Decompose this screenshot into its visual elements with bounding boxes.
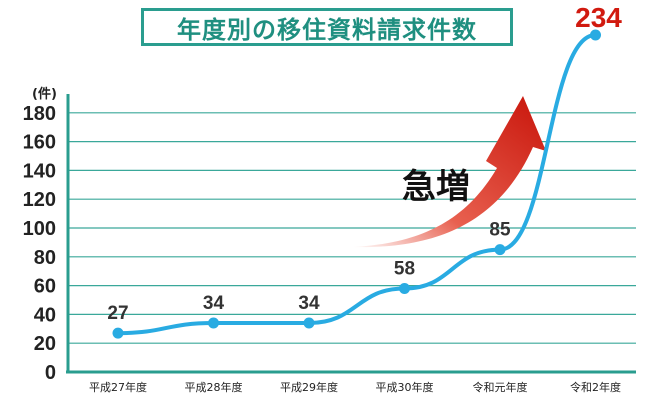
annotation-label: 急増 [402, 167, 470, 207]
y-tick-label: 60 [34, 276, 56, 298]
data-label: 234 [575, 2, 622, 33]
y-tick-label: 180 [23, 103, 56, 125]
data-label: 85 [489, 220, 511, 241]
data-point [112, 327, 124, 339]
chart-title: 年度別の移住資料請求件数 [177, 15, 477, 44]
data-point [399, 282, 410, 294]
x-tick-label: 平成29年度 [280, 380, 338, 394]
data-point [590, 29, 601, 41]
x-tick-label: 平成28年度 [185, 380, 243, 394]
data-point [494, 244, 506, 256]
data-point [303, 317, 315, 329]
y-tick-label: 160 [23, 132, 56, 154]
y-tick-label: 120 [23, 189, 56, 211]
data-label: 34 [298, 293, 320, 314]
x-tick-label: 令和元年度 [473, 380, 528, 394]
x-tick-label: 平成30年度 [376, 380, 434, 394]
x-tick-label: 令和2年度 [570, 380, 621, 394]
chart-title-box: 年度別の移住資料請求件数 [141, 8, 513, 46]
data-label: 58 [394, 258, 415, 279]
data-label: 27 [107, 303, 128, 324]
y-axis-unit: (件) [32, 86, 57, 102]
series-line [116, 33, 598, 336]
y-tick-label: 0 [45, 362, 56, 384]
y-tick-label: 100 [23, 218, 56, 240]
data-point [208, 317, 219, 329]
y-tick-label: 80 [34, 247, 56, 269]
increase-arrow [352, 96, 546, 248]
y-tick-label: 140 [23, 160, 56, 182]
x-tick-label: 平成27年度 [89, 380, 147, 394]
data-label: 34 [203, 293, 225, 314]
y-tick-label: 40 [34, 304, 56, 326]
y-tick-label: 20 [34, 333, 56, 355]
